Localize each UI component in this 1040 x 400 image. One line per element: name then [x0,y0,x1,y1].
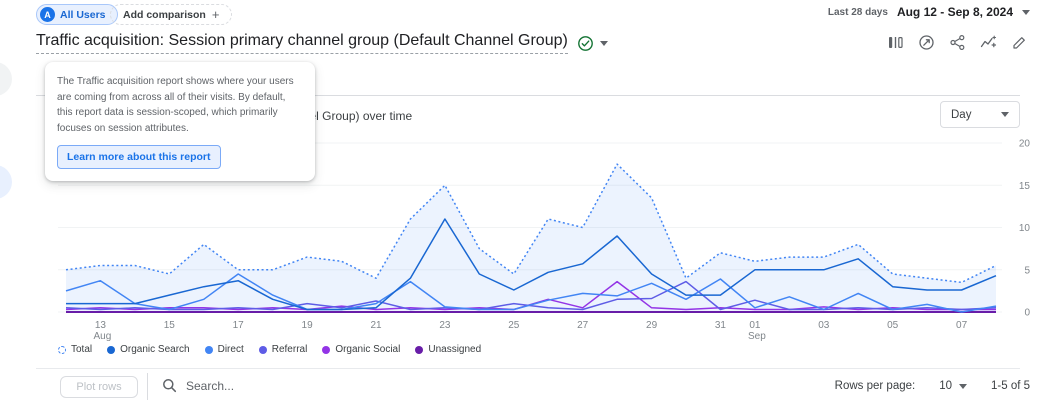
edit-icon[interactable] [1011,34,1028,51]
legend-label: Unassigned [428,344,482,355]
report-title-row: Traffic acquisition: Session primary cha… [36,32,608,54]
svg-text:15: 15 [164,320,176,331]
legend-dot [322,345,331,354]
svg-text:5: 5 [1024,265,1030,276]
legend-label: Direct [217,344,244,355]
granularity-select[interactable]: Day [940,101,1020,128]
legend-item-unassigned: Unassigned [415,344,481,355]
svg-text:23: 23 [439,320,451,331]
svg-text:0: 0 [1024,308,1030,319]
svg-text:10: 10 [1019,223,1031,234]
svg-text:17: 17 [233,320,245,331]
legend-label: Total [71,344,93,355]
all-users-label: All Users [60,8,106,21]
legend-label: Referral [271,344,308,355]
legend-label: Organic Search [120,344,190,355]
legend-dot [58,345,66,354]
insights-icon[interactable] [980,34,997,51]
cutoff-button-top [0,62,12,96]
svg-text:31: 31 [715,320,727,331]
legend-dot [415,345,424,354]
chevron-down-icon [599,40,608,46]
date-preset-label: Last 28 days [827,6,888,18]
svg-text:25: 25 [508,320,520,331]
svg-text:Sep: Sep [748,331,766,342]
svg-text:Aug: Aug [94,331,112,342]
cutoff-button-bottom [0,165,12,199]
plus-icon: + [211,7,220,22]
svg-text:29: 29 [646,320,658,331]
check-circle-icon [577,35,593,51]
audience-avatar: A [40,7,55,22]
date-range-text: Aug 12 - Sep 8, 2024 [896,5,1013,19]
granularity-value: Day [951,108,972,121]
rows-per-page-label: Rows per page: [834,380,916,392]
svg-text:01: 01 [749,320,761,331]
legend-item-total: Total [58,344,92,355]
tooltip-text: The Traffic acquisition report shows whe… [57,76,294,134]
chevron-down-icon [1001,112,1009,117]
share-icon[interactable] [949,34,966,51]
rows-per-page-select[interactable]: 10 [939,380,967,392]
add-comparison-label: Add comparison [123,8,206,21]
date-range-selector[interactable]: Last 28 days Aug 12 - Sep 8, 2024 [828,5,1030,19]
svg-text:07: 07 [956,320,968,331]
legend-item-direct: Direct [204,344,244,355]
svg-text:19: 19 [302,320,314,331]
legend-dot [204,345,213,354]
footer-divider [36,368,1020,369]
page-title: Traffic acquisition: Session primary cha… [36,32,568,54]
comparison-bars-icon[interactable] [887,34,904,51]
legend-dot [258,345,267,354]
svg-text:27: 27 [577,320,589,331]
add-comparison-button[interactable]: Add comparison + [110,4,233,25]
learn-more-button[interactable]: Learn more about this report [57,145,221,169]
legend-item-organic-search: Organic Search [107,344,190,355]
report-info-tooltip: The Traffic acquisition report shows whe… [45,62,315,181]
svg-text:20: 20 [1019,139,1031,150]
svg-text:05: 05 [887,320,899,331]
report-toolbar [887,34,1028,51]
svg-text:13: 13 [95,320,107,331]
plot-rows-button[interactable]: Plot rows [60,376,138,398]
chevron-down-icon [959,383,967,389]
pagination-range: 1-5 of 5 [991,380,1030,392]
report-status-dropdown[interactable] [577,35,608,52]
table-pagination-controls: Rows per page: 10 1-5 of 5 [835,380,1030,392]
search-input[interactable] [186,378,406,393]
legend-item-referral: Referral [258,344,308,355]
all-users-chip[interactable]: A All Users [36,4,118,25]
table-search [162,378,406,393]
card-top-divider [36,95,1020,96]
legend-label: Organic Social [335,344,401,355]
svg-text:03: 03 [818,320,830,331]
search-icon [163,379,177,393]
legend-dot [107,345,116,354]
explore-circle-icon[interactable] [918,34,935,51]
legend-item-organic-social: Organic Social [322,344,400,355]
chart-legend: Total Organic Search Direct Referral Organic… [58,344,481,355]
svg-text:21: 21 [370,320,382,331]
rows-per-page-value: 10 [939,380,952,392]
chevron-down-icon [1022,9,1030,15]
svg-text:15: 15 [1019,181,1031,192]
footer-vertical-divider [147,373,148,400]
